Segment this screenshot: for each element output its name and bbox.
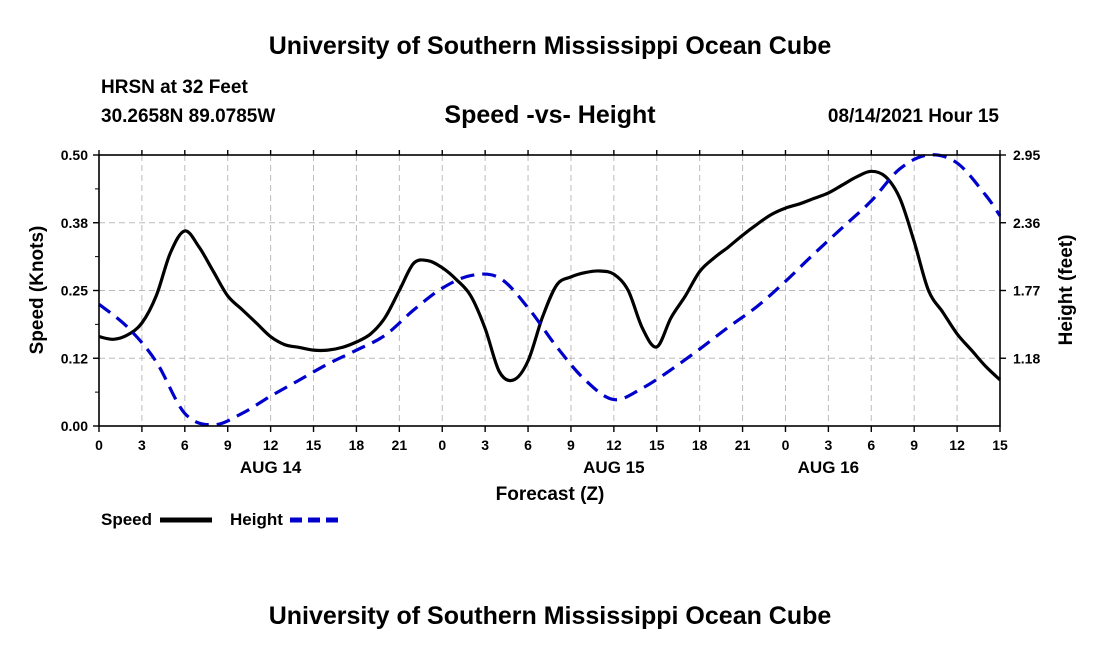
- x-tick-label: 18: [349, 437, 365, 453]
- y-axis-ticks: 0.00 0.12 0.25 0.38 0.50: [61, 147, 99, 434]
- x-tick-label: 9: [567, 437, 575, 453]
- x-tick-label: 12: [949, 437, 965, 453]
- y2-axis-label: Height (feet): [1056, 235, 1077, 346]
- y-axis-label: Speed (Knots): [27, 226, 48, 355]
- x-tick-label: 15: [649, 437, 665, 453]
- y-tick-label: 0.12: [61, 350, 88, 366]
- y2-tick-label: 2.95: [1013, 147, 1040, 163]
- y2-tick-label: 1.18: [1013, 350, 1040, 366]
- x-tick-label: 0: [438, 437, 446, 453]
- x-date-label: AUG 16: [798, 458, 859, 477]
- x-tick-label: 3: [481, 437, 489, 453]
- x-tick-label: 0: [782, 437, 790, 453]
- y2-axis-ticks: 1.18 1.77 2.36 2.95: [1000, 147, 1040, 366]
- y-tick-label: 0.25: [61, 283, 88, 299]
- series-line-speed: [98, 169, 1002, 383]
- x-tick-label: 18: [692, 437, 708, 453]
- y2-tick-label: 1.77: [1013, 283, 1040, 299]
- y2-tick-label: 2.36: [1013, 215, 1040, 231]
- x-date-label: AUG 14: [240, 458, 302, 477]
- x-tick-label: 0: [95, 437, 103, 453]
- x-tick-label: 15: [306, 437, 322, 453]
- station-coords: 30.2658N 89.0785W: [101, 106, 276, 127]
- x-tick-label: 9: [224, 437, 232, 453]
- x-tick-label: 21: [735, 437, 751, 453]
- series-line-height: [98, 153, 1002, 427]
- x-tick-label: 12: [606, 437, 622, 453]
- x-tick-label: 3: [138, 437, 146, 453]
- forecast-datetime: 08/14/2021 Hour 15: [827, 106, 999, 127]
- x-tick-label: 6: [181, 437, 189, 453]
- top-title: University of Southern Mississippi Ocean…: [268, 32, 832, 60]
- chart-grid: [99, 155, 1000, 426]
- y-tick-label: 0.50: [61, 147, 88, 163]
- y-tick-label: 0.00: [61, 418, 88, 434]
- station-label: HRSN at 32 Feet: [101, 77, 248, 98]
- legend-speed-label: Speed: [101, 510, 153, 529]
- chart-subtitle: Speed -vs- Height: [444, 101, 656, 129]
- x-tick-label: 6: [867, 437, 875, 453]
- y-tick-label: 0.38: [61, 215, 88, 231]
- x-tick-label: 21: [392, 437, 408, 453]
- x-tick-label: 12: [263, 437, 279, 453]
- x-date-label: AUG 15: [583, 458, 644, 477]
- x-tick-label: 9: [910, 437, 918, 453]
- x-tick-label: 15: [992, 437, 1008, 453]
- x-tick-label: 6: [524, 437, 532, 453]
- x-tick-label: 3: [824, 437, 832, 453]
- legend-height-label: Height: [230, 510, 283, 529]
- x-axis-label: Forecast (Z): [496, 484, 605, 505]
- bottom-title: University of Southern Mississippi Ocean…: [268, 602, 832, 630]
- chart-series: [98, 153, 1002, 427]
